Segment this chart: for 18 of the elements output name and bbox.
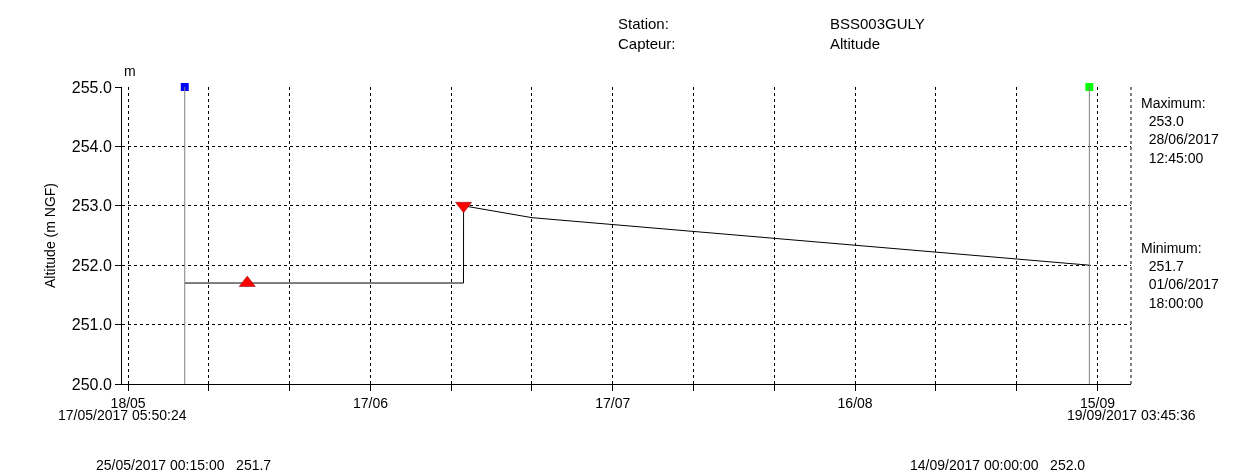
text: 25/05/2017 00:15:00 251.7 bbox=[96, 457, 272, 472]
y-tick-label: 251.0 bbox=[71, 316, 112, 334]
text: Maximum: 253.0 28/06/2017 12:45:00 bbox=[1141, 95, 1220, 166]
y-tick-label: 254.0 bbox=[71, 138, 112, 155]
y-tick-label: 252.0 bbox=[71, 256, 112, 274]
y-axis-title: Altitude (m NGF) bbox=[42, 182, 59, 289]
y-tick-label: 250.0 bbox=[71, 375, 112, 393]
text: Capteur: Altitude bbox=[618, 35, 881, 52]
x-tick-label: 17/07 bbox=[595, 394, 631, 411]
text: 19/09/2017 03:45:36 bbox=[1067, 407, 1196, 423]
text: m bbox=[124, 63, 136, 79]
x-tick-label: 16/08 bbox=[837, 394, 873, 411]
chart-title: Station: BSS003GULY bbox=[618, 15, 925, 32]
text: 14/09/2017 00:00:00 252.0 bbox=[910, 457, 1086, 472]
text: Minimum: 251.7 01/06/2017 18:00:00 bbox=[1141, 240, 1220, 311]
x-tick-label: 17/06 bbox=[352, 394, 389, 411]
y-tick-label: 255.0 bbox=[71, 78, 112, 96]
y-tick-label: 253.0 bbox=[71, 197, 112, 215]
